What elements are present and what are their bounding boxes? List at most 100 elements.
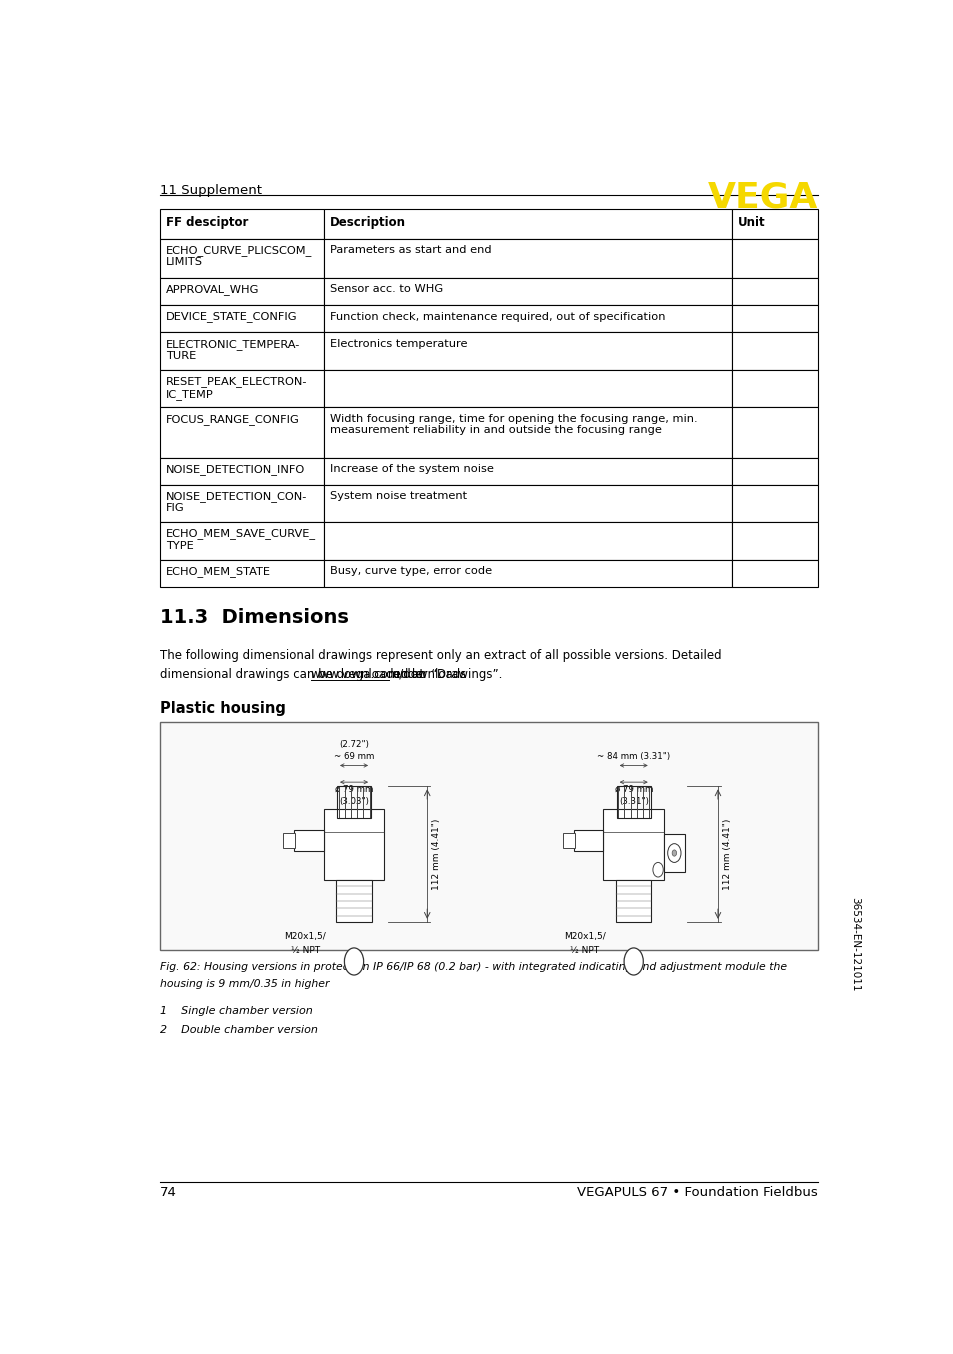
- Bar: [323, 810, 384, 880]
- Text: ~ 84 mm (3.31"): ~ 84 mm (3.31"): [597, 753, 670, 761]
- Text: dimensional drawings can be downloaded at: dimensional drawings can be downloaded a…: [160, 668, 427, 681]
- Text: 2    Double chamber version: 2 Double chamber version: [160, 1025, 317, 1034]
- Circle shape: [344, 948, 363, 975]
- Text: Width focusing range, time for opening the focusing range, min.
measurement reli: Width focusing range, time for opening t…: [330, 414, 698, 436]
- Bar: [160, 523, 324, 559]
- Bar: [732, 210, 817, 238]
- Bar: [732, 559, 817, 586]
- Bar: [732, 238, 817, 278]
- Bar: [160, 333, 324, 370]
- Text: FOCUS_RANGE_CONFIG: FOCUS_RANGE_CONFIG: [166, 414, 299, 425]
- Text: M16x1,5: M16x1,5: [583, 830, 621, 839]
- Text: (3.03"): (3.03"): [338, 796, 369, 806]
- Text: ECHO_CURVE_PLICSCOM_
LIMITS: ECHO_CURVE_PLICSCOM_ LIMITS: [166, 245, 312, 267]
- Circle shape: [652, 862, 662, 877]
- Text: housing is 9 mm/0.35 in higher: housing is 9 mm/0.35 in higher: [160, 979, 329, 988]
- Text: APPROVAL_WHG: APPROVAL_WHG: [166, 284, 259, 295]
- Text: 112 mm (4.41"): 112 mm (4.41"): [432, 818, 441, 890]
- Bar: [616, 880, 651, 922]
- Bar: [283, 833, 294, 848]
- Text: DEVICE_STATE_CONFIG: DEVICE_STATE_CONFIG: [166, 311, 297, 322]
- Text: 74: 74: [160, 1186, 176, 1200]
- Bar: [562, 833, 574, 848]
- Bar: [732, 458, 817, 485]
- Bar: [663, 834, 684, 872]
- Bar: [324, 238, 732, 278]
- Text: ECHO_MEM_STATE: ECHO_MEM_STATE: [166, 566, 271, 577]
- Text: under “Drawings”.: under “Drawings”.: [389, 668, 502, 681]
- Text: ø 79 mm: ø 79 mm: [335, 784, 373, 793]
- Circle shape: [623, 948, 642, 975]
- Circle shape: [672, 850, 676, 856]
- Text: Sensor acc. to WHG: Sensor acc. to WHG: [330, 284, 443, 294]
- Text: ELECTRONIC_TEMPERA-
TURE: ELECTRONIC_TEMPERA- TURE: [166, 338, 300, 362]
- Text: 2: 2: [630, 956, 637, 967]
- Bar: [732, 485, 817, 523]
- Text: Unit: Unit: [738, 215, 765, 229]
- Text: Electronics temperature: Electronics temperature: [330, 338, 467, 349]
- Bar: [336, 880, 372, 922]
- Text: 1: 1: [350, 956, 357, 967]
- Bar: [324, 278, 732, 305]
- Bar: [324, 408, 732, 458]
- Bar: [324, 370, 732, 408]
- Text: www.vega.com/downloads: www.vega.com/downloads: [310, 668, 466, 681]
- Text: ~ 69 mm: ~ 69 mm: [334, 753, 374, 761]
- Text: 11 Supplement: 11 Supplement: [160, 184, 262, 198]
- Text: (3.31"): (3.31"): [618, 796, 648, 806]
- Bar: [294, 830, 323, 850]
- Text: 112 mm (4.41"): 112 mm (4.41"): [722, 818, 731, 890]
- Text: VEGAPULS 67 • Foundation Fieldbus: VEGAPULS 67 • Foundation Fieldbus: [577, 1186, 817, 1200]
- Bar: [160, 458, 324, 485]
- Bar: [732, 370, 817, 408]
- Bar: [732, 523, 817, 559]
- Bar: [324, 305, 732, 333]
- Text: Busy, curve type, error code: Busy, curve type, error code: [330, 566, 492, 575]
- Bar: [616, 787, 650, 818]
- Bar: [324, 485, 732, 523]
- Bar: [160, 210, 324, 238]
- Text: ½ NPT: ½ NPT: [570, 946, 598, 955]
- Text: 1    Single chamber version: 1 Single chamber version: [160, 1006, 313, 1016]
- Bar: [732, 305, 817, 333]
- Text: 11.3  Dimensions: 11.3 Dimensions: [160, 608, 349, 627]
- Bar: [160, 278, 324, 305]
- Bar: [573, 830, 602, 850]
- Text: The following dimensional drawings represent only an extract of all possible ver: The following dimensional drawings repre…: [160, 650, 720, 662]
- Bar: [324, 210, 732, 238]
- Bar: [336, 787, 371, 818]
- Text: ECHO_MEM_SAVE_CURVE_
TYPE: ECHO_MEM_SAVE_CURVE_ TYPE: [166, 528, 315, 551]
- Bar: [732, 408, 817, 458]
- Text: ø 79 mm: ø 79 mm: [614, 784, 652, 793]
- Text: System noise treatment: System noise treatment: [330, 492, 467, 501]
- Bar: [324, 523, 732, 559]
- Text: Plastic housing: Plastic housing: [160, 701, 286, 716]
- Text: Description: Description: [330, 215, 406, 229]
- Bar: [324, 458, 732, 485]
- Text: ½ NPT: ½ NPT: [291, 946, 319, 955]
- Text: VEGA: VEGA: [707, 180, 817, 214]
- Bar: [160, 408, 324, 458]
- Bar: [160, 238, 324, 278]
- Text: Function check, maintenance required, out of specification: Function check, maintenance required, ou…: [330, 311, 665, 321]
- Bar: [160, 370, 324, 408]
- Bar: [324, 559, 732, 586]
- Bar: [160, 485, 324, 523]
- Text: M20x1,5/: M20x1,5/: [284, 933, 326, 941]
- Bar: [160, 722, 817, 949]
- Text: M20x1,5/: M20x1,5/: [563, 933, 605, 941]
- Bar: [732, 333, 817, 370]
- Bar: [324, 333, 732, 370]
- Text: 36534-EN-121011: 36534-EN-121011: [849, 898, 859, 991]
- Text: Parameters as start and end: Parameters as start and end: [330, 245, 492, 255]
- Text: NOISE_DETECTION_INFO: NOISE_DETECTION_INFO: [166, 464, 305, 475]
- Bar: [732, 278, 817, 305]
- Text: RESET_PEAK_ELECTRON-
IC_TEMP: RESET_PEAK_ELECTRON- IC_TEMP: [166, 376, 307, 399]
- Text: Fig. 62: Housing versions in protection IP 66/IP 68 (0.2 bar) - with integrated : Fig. 62: Housing versions in protection …: [160, 963, 786, 972]
- Bar: [160, 305, 324, 333]
- Circle shape: [667, 844, 680, 862]
- Text: NOISE_DETECTION_CON-
FIG: NOISE_DETECTION_CON- FIG: [166, 492, 307, 513]
- Bar: [160, 559, 324, 586]
- Text: FF desciptor: FF desciptor: [166, 215, 248, 229]
- Bar: [602, 810, 663, 880]
